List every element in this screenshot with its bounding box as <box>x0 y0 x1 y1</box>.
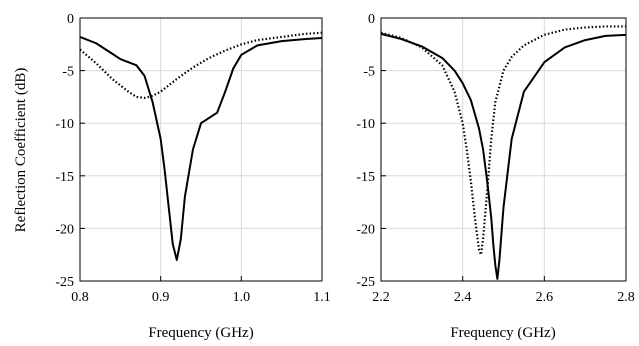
x-tick-label: 2.6 <box>536 290 554 305</box>
x-tick-label: 2.8 <box>617 290 635 305</box>
plot-frame <box>79 17 323 282</box>
series-solid-line <box>380 32 627 280</box>
y-tick-label: -20 <box>356 222 375 237</box>
y-tick-label: -15 <box>356 170 375 185</box>
x-tick-label: 2.4 <box>454 290 472 305</box>
y-tick-label: -10 <box>356 117 375 132</box>
x-tick-label: 0.9 <box>152 290 170 305</box>
y-axis-title: Reflection Coefficient (dB) <box>13 68 29 233</box>
y-tick-label: -25 <box>356 275 375 290</box>
x-axis-title-right: Frequency (GHz) <box>450 325 555 341</box>
y-tick-label: -15 <box>55 170 74 185</box>
series-dotted-line <box>380 25 626 256</box>
series-dotted-line <box>79 31 323 100</box>
left-panel: 0.8 0.9 1.0 1.1 0 -5 -10 -15 -20 -25 <box>55 12 330 305</box>
x-tick-label: 0.8 <box>71 290 89 305</box>
x-tick-label: 1.1 <box>313 290 331 305</box>
y-tick-label: 0 <box>368 12 375 27</box>
x-tick-label: 1.0 <box>233 290 251 305</box>
x-axis-title-left: Frequency (GHz) <box>148 325 253 341</box>
y-tick-label: 0 <box>67 12 74 27</box>
y-tick-label: -10 <box>55 117 74 132</box>
y-tick-label: -5 <box>62 65 74 80</box>
y-tick-label: -25 <box>55 275 74 290</box>
right-panel: 2.2 2.4 2.6 2.8 0 -5 -10 -15 -20 -25 <box>356 12 634 305</box>
x-tick-label: 2.2 <box>372 290 390 305</box>
y-tick-label: -20 <box>55 222 74 237</box>
series-solid-line <box>79 36 323 261</box>
plot-frame <box>380 17 627 282</box>
y-tick-label: -5 <box>363 65 375 80</box>
